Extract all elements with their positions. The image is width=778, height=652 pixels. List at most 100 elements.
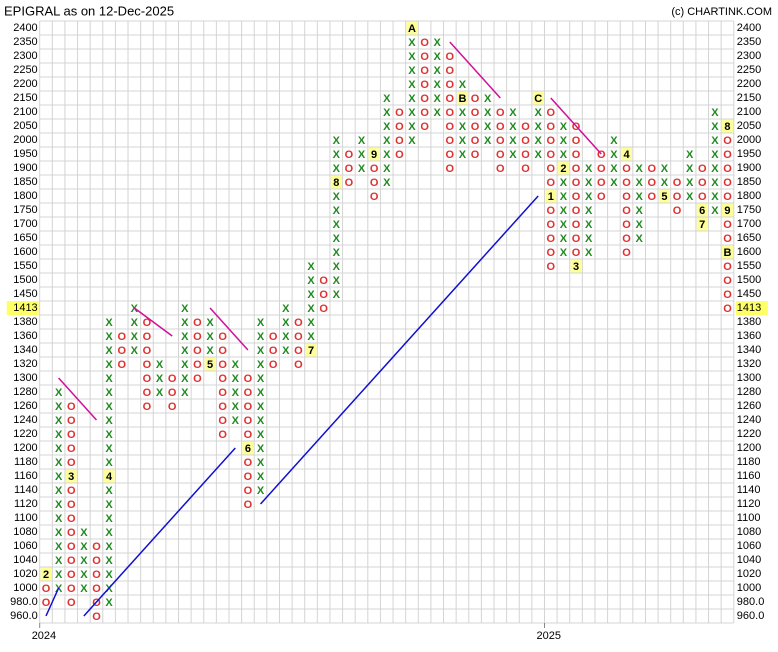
o-box: O: [597, 163, 606, 175]
y-tick-label: 2350: [737, 36, 761, 48]
x-box: X: [711, 191, 719, 203]
x-box: X: [408, 37, 416, 49]
x-box: X: [434, 65, 442, 77]
x-box: X: [181, 331, 189, 343]
o-box: O: [572, 205, 581, 217]
y-tick-label: 1800: [13, 190, 37, 202]
y-tick-label: 2100: [13, 106, 37, 118]
y-tick-label: 1950: [13, 148, 37, 160]
o-box: O: [345, 177, 354, 189]
x-box: X: [105, 513, 113, 525]
y-tick-label: 1240: [13, 414, 37, 426]
y-tick-label: 1140: [14, 484, 38, 496]
x-box: X: [105, 443, 113, 455]
x-box: X: [333, 275, 341, 287]
y-tick-label: 1120: [14, 498, 38, 510]
y-tick-label: 1413: [13, 302, 37, 314]
o-box: O: [547, 261, 556, 273]
month-marker-bg: [621, 147, 633, 161]
x-box: X: [80, 527, 88, 539]
x-box: X: [55, 527, 63, 539]
month-marker-bg: [406, 21, 418, 35]
x-box: X: [257, 387, 265, 399]
o-box: O: [117, 345, 126, 357]
x-box: X: [55, 429, 63, 441]
y-tick-label: 1160: [737, 470, 761, 482]
support-line: [45, 587, 60, 617]
o-box: O: [723, 163, 732, 175]
o-box: O: [622, 205, 631, 217]
x-box: X: [383, 135, 391, 147]
x-box: X: [181, 359, 189, 371]
o-box: O: [67, 513, 76, 525]
x-box: X: [333, 233, 341, 245]
x-box: X: [55, 569, 63, 581]
month-marker: 7: [308, 345, 314, 357]
y-tick-label: 2150: [13, 92, 37, 104]
x-box: X: [131, 317, 139, 329]
o-box: O: [547, 205, 556, 217]
y-tick-label: 1750: [13, 204, 37, 216]
o-box: O: [572, 149, 581, 161]
x-box: X: [711, 107, 719, 119]
x-box: X: [560, 177, 568, 189]
column: OOO: [319, 275, 328, 315]
x-box: X: [257, 457, 265, 469]
o-box: O: [420, 65, 429, 77]
o-box: O: [218, 373, 227, 385]
o-box: O: [471, 149, 480, 161]
y-tick-label: 2000: [737, 134, 761, 146]
x-box: X: [257, 485, 265, 497]
o-box: O: [294, 331, 303, 343]
x-box: X: [257, 345, 265, 357]
o-box: O: [723, 219, 732, 231]
y-tick-label: 1450: [737, 288, 761, 300]
x-box: X: [585, 205, 593, 217]
y-tick-label: 1020: [13, 568, 37, 580]
o-box: O: [67, 541, 76, 553]
x-box: X: [383, 107, 391, 119]
o-box: O: [572, 191, 581, 203]
o-box: O: [193, 345, 202, 357]
support-line: [83, 447, 236, 617]
o-box: O: [42, 583, 51, 595]
y-tick-label: 1500: [13, 274, 37, 286]
y-tick-label: 1180: [737, 456, 761, 468]
o-box: O: [218, 415, 227, 427]
o-box: O: [446, 79, 455, 91]
resistance-line: [449, 41, 501, 99]
x-box: X: [661, 177, 669, 189]
x-box: X: [232, 359, 240, 371]
y-tick-label: 1200: [13, 442, 37, 454]
y-tick-label: 980.0: [737, 596, 765, 608]
o-box: O: [420, 51, 429, 63]
o-box: O: [723, 289, 732, 301]
x-box: X: [80, 569, 88, 581]
month-marker-bg: [532, 91, 544, 105]
x-box: X: [333, 219, 341, 231]
o-box: O: [67, 457, 76, 469]
y-tick-label: 1360: [737, 330, 761, 342]
column: XXXXXXXXXXX4XXXXXXXXX: [103, 317, 115, 609]
x-box: X: [105, 555, 113, 567]
o-box: O: [547, 149, 556, 161]
resistance-line: [58, 377, 98, 421]
x-box: X: [686, 191, 694, 203]
o-box: O: [647, 177, 656, 189]
o-box: O: [269, 331, 278, 343]
o-box: O: [547, 219, 556, 231]
x-box: X: [711, 135, 719, 147]
x-box: X: [55, 401, 63, 413]
y-tick-label: 1280: [13, 386, 37, 398]
x-box: X: [105, 499, 113, 511]
o-box: O: [572, 233, 581, 245]
